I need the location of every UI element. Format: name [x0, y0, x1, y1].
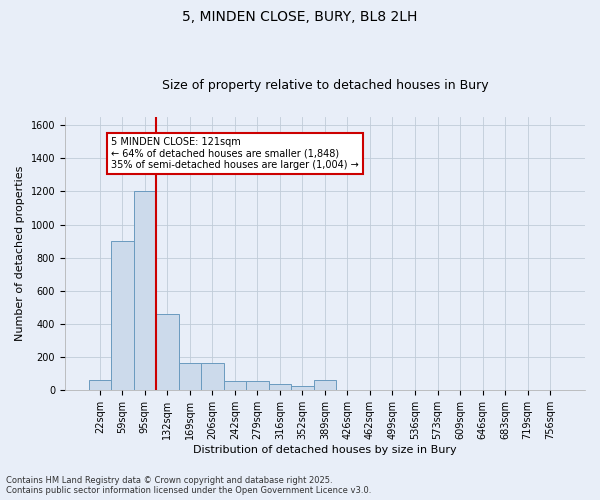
Bar: [291, 386, 314, 390]
Bar: [314, 380, 336, 390]
Bar: [269, 384, 291, 390]
X-axis label: Distribution of detached houses by size in Bury: Distribution of detached houses by size …: [193, 445, 457, 455]
Bar: [179, 363, 201, 390]
Bar: [89, 380, 111, 390]
Title: Size of property relative to detached houses in Bury: Size of property relative to detached ho…: [161, 79, 488, 92]
Bar: [134, 192, 156, 390]
Bar: [156, 314, 179, 390]
Text: 5, MINDEN CLOSE, BURY, BL8 2LH: 5, MINDEN CLOSE, BURY, BL8 2LH: [182, 10, 418, 24]
Bar: [201, 363, 224, 390]
Text: 5 MINDEN CLOSE: 121sqm
← 64% of detached houses are smaller (1,848)
35% of semi-: 5 MINDEN CLOSE: 121sqm ← 64% of detached…: [111, 136, 359, 170]
Bar: [224, 381, 246, 390]
Text: Contains HM Land Registry data © Crown copyright and database right 2025.
Contai: Contains HM Land Registry data © Crown c…: [6, 476, 371, 495]
Bar: [246, 381, 269, 390]
Bar: [111, 241, 134, 390]
Y-axis label: Number of detached properties: Number of detached properties: [15, 166, 25, 341]
